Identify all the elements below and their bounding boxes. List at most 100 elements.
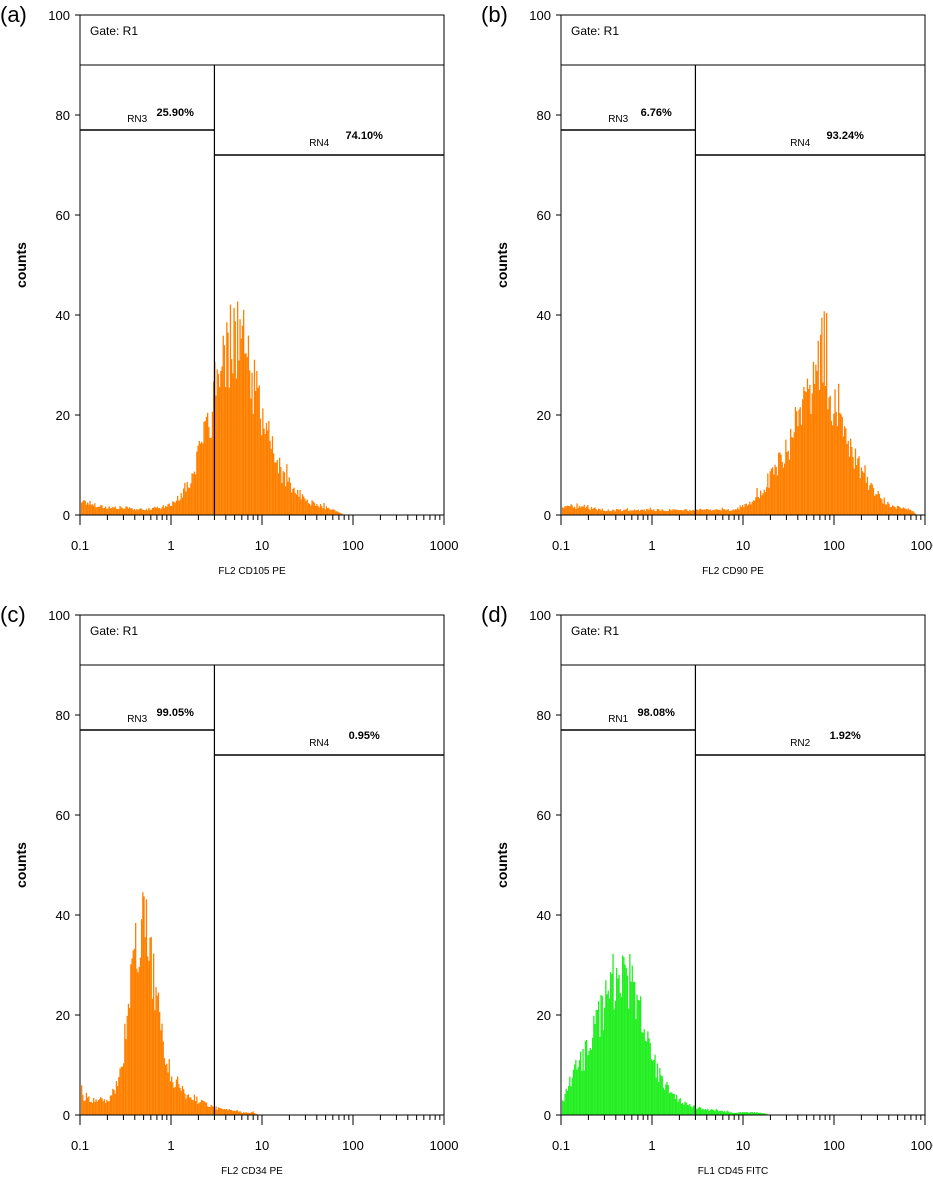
histogram-bar — [611, 974, 613, 1115]
histogram-bar — [872, 487, 875, 515]
histogram-bar — [668, 509, 671, 515]
y-axis-label: counts — [494, 842, 510, 888]
histogram-bar — [775, 467, 777, 515]
y-tick-label: 80 — [56, 108, 70, 123]
histogram-bar — [776, 475, 779, 515]
histogram-bar — [859, 478, 861, 515]
histogram-bar — [174, 502, 176, 515]
histogram-bar — [632, 982, 635, 1115]
histogram-bar — [570, 1086, 572, 1115]
histogram-bar — [769, 471, 771, 515]
histogram-bar — [674, 509, 677, 515]
histogram-bar — [227, 332, 229, 515]
histogram-bar — [754, 500, 756, 515]
histogram-bar — [760, 1112, 762, 1115]
histogram-panel-c: (c) Gate: R1 0 20 40 60 80 100 0.1 1 10 100 1000 coun… — [0, 600, 466, 1199]
histogram-bar — [245, 353, 247, 515]
histogram-bar — [817, 340, 819, 515]
histogram-bar — [742, 504, 744, 515]
histogram-bar — [914, 513, 917, 515]
x-tick-label: 1 — [648, 538, 655, 553]
histogram-bar — [662, 1087, 665, 1115]
histogram-bar — [868, 490, 870, 515]
histogram-bar — [691, 510, 693, 515]
histogram-bar — [196, 1096, 198, 1115]
histogram-bar — [329, 509, 331, 515]
histogram-bar — [590, 507, 593, 515]
histogram-bar — [614, 511, 617, 515]
histogram-bars — [562, 953, 768, 1115]
histogram-bar — [327, 508, 329, 515]
histogram-bar — [330, 509, 332, 515]
x-tick-label: 0.1 — [552, 538, 570, 553]
histogram-bar — [135, 510, 137, 515]
histogram-bar — [574, 506, 576, 515]
histogram-bar — [265, 422, 268, 515]
histogram-bar — [685, 1102, 687, 1115]
histogram-bar — [590, 1049, 593, 1115]
histogram-bar — [101, 1098, 103, 1115]
histogram-bar — [126, 506, 128, 515]
histogram-bar — [712, 1109, 714, 1115]
histogram-bar — [118, 509, 120, 515]
histogram-bar — [311, 500, 313, 515]
histogram-bar — [213, 381, 215, 515]
histogram-bar — [848, 456, 851, 515]
histogram-bar — [665, 510, 667, 515]
histogram-bar — [90, 504, 92, 515]
histogram-bar — [241, 1113, 244, 1115]
histogram-bar — [618, 975, 620, 1115]
histogram-bar — [95, 507, 97, 515]
histogram-bar — [215, 1106, 217, 1115]
histogram-bar — [824, 386, 827, 515]
histogram-bar — [736, 1113, 738, 1115]
histogram-bar — [719, 509, 721, 515]
histogram-bar — [799, 407, 801, 515]
histogram-bar — [611, 510, 613, 515]
histogram-bar — [628, 511, 630, 515]
histogram-bar — [620, 996, 623, 1115]
histogram-bar — [293, 487, 295, 515]
histogram-bar — [812, 361, 815, 515]
x-tick-label: 100 — [823, 538, 845, 553]
histogram-bar — [584, 1041, 587, 1115]
histogram-bar — [160, 509, 162, 515]
histogram-bar — [719, 1110, 721, 1115]
histogram-bar — [187, 487, 190, 515]
histogram-bar — [250, 1112, 252, 1115]
histogram-bar — [913, 512, 915, 515]
histogram-bar — [328, 507, 330, 515]
histogram-bar — [133, 948, 136, 1115]
histogram-bar — [697, 510, 699, 515]
histogram-bar — [219, 1108, 221, 1115]
histogram-bar — [563, 507, 565, 515]
x-tick-label: 1000 — [911, 1138, 933, 1153]
histogram-bar — [797, 426, 799, 515]
x-tick-label: 1 — [167, 1138, 174, 1153]
histogram-bar — [84, 500, 86, 515]
histogram-bar — [177, 495, 179, 515]
histogram-bar — [202, 443, 204, 515]
histogram-bar — [220, 1108, 222, 1115]
histogram-bar — [163, 1058, 166, 1115]
histogram-bar — [169, 506, 172, 515]
histogram-bar — [160, 1030, 162, 1115]
histogram-bar — [301, 494, 304, 515]
histogram-bar — [668, 1093, 671, 1115]
histogram-bar — [646, 1041, 648, 1115]
histogram-bar — [575, 1059, 577, 1115]
histogram-bar — [614, 1000, 617, 1115]
histogram-bar — [678, 1099, 680, 1115]
histogram-bar — [263, 428, 265, 515]
histogram-bar — [770, 468, 773, 515]
histogram-bar — [127, 1003, 130, 1115]
histogram-bar — [750, 504, 752, 515]
histogram-bar — [764, 1113, 767, 1115]
histogram-chart-a: (a) Gate: R1 0 20 40 60 80 100 0.1 1 10 100 1000 coun… — [0, 2, 458, 577]
histogram-bar — [612, 509, 614, 515]
histogram-bar — [246, 357, 248, 515]
histogram-bar — [596, 1010, 599, 1115]
histogram-bar — [684, 1101, 686, 1115]
histogram-bar — [203, 1101, 205, 1115]
histogram-bar — [846, 444, 848, 515]
